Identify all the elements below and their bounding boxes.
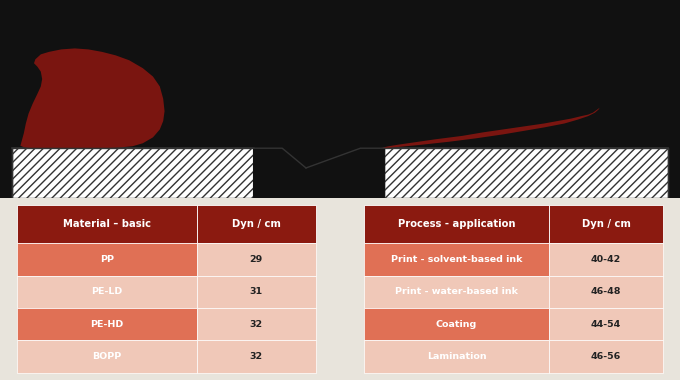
- Text: BOPP: BOPP: [92, 352, 122, 361]
- Text: PE-LD: PE-LD: [91, 287, 122, 296]
- Text: 44-54: 44-54: [591, 320, 622, 329]
- FancyBboxPatch shape: [364, 205, 549, 244]
- Text: Coating: Coating: [436, 320, 477, 329]
- FancyBboxPatch shape: [384, 148, 668, 198]
- Polygon shape: [381, 108, 600, 148]
- FancyBboxPatch shape: [197, 308, 316, 340]
- Text: PP: PP: [100, 255, 114, 264]
- FancyBboxPatch shape: [364, 340, 549, 373]
- FancyBboxPatch shape: [197, 244, 316, 276]
- Text: 32: 32: [250, 352, 263, 361]
- Text: Print - water-based ink: Print - water-based ink: [395, 287, 518, 296]
- Text: Process - application: Process - application: [398, 219, 515, 229]
- FancyBboxPatch shape: [12, 148, 254, 198]
- Text: 32: 32: [250, 320, 263, 329]
- FancyBboxPatch shape: [17, 276, 197, 308]
- FancyBboxPatch shape: [549, 308, 663, 340]
- FancyBboxPatch shape: [364, 276, 549, 308]
- FancyBboxPatch shape: [197, 205, 316, 244]
- Text: Dyn / cm: Dyn / cm: [232, 219, 281, 229]
- FancyBboxPatch shape: [197, 340, 316, 373]
- Text: 46-48: 46-48: [591, 287, 622, 296]
- Text: 46-56: 46-56: [591, 352, 622, 361]
- FancyBboxPatch shape: [549, 205, 663, 244]
- FancyBboxPatch shape: [17, 308, 197, 340]
- FancyBboxPatch shape: [364, 308, 549, 340]
- Text: 29: 29: [250, 255, 263, 264]
- Text: Lamination: Lamination: [427, 352, 486, 361]
- Text: 40-42: 40-42: [591, 255, 622, 264]
- FancyBboxPatch shape: [17, 244, 197, 276]
- Text: Material – basic: Material – basic: [63, 219, 151, 229]
- Polygon shape: [20, 48, 165, 148]
- FancyBboxPatch shape: [549, 276, 663, 308]
- Text: Dyn / cm: Dyn / cm: [581, 219, 630, 229]
- FancyBboxPatch shape: [17, 205, 197, 244]
- Text: Print - solvent-based ink: Print - solvent-based ink: [391, 255, 522, 264]
- FancyBboxPatch shape: [17, 340, 197, 373]
- FancyBboxPatch shape: [0, 198, 680, 380]
- FancyBboxPatch shape: [254, 148, 384, 198]
- Text: 31: 31: [250, 287, 263, 296]
- Polygon shape: [254, 148, 384, 198]
- FancyBboxPatch shape: [364, 244, 549, 276]
- FancyBboxPatch shape: [197, 276, 316, 308]
- Text: PE-HD: PE-HD: [90, 320, 123, 329]
- FancyBboxPatch shape: [549, 244, 663, 276]
- FancyBboxPatch shape: [549, 340, 663, 373]
